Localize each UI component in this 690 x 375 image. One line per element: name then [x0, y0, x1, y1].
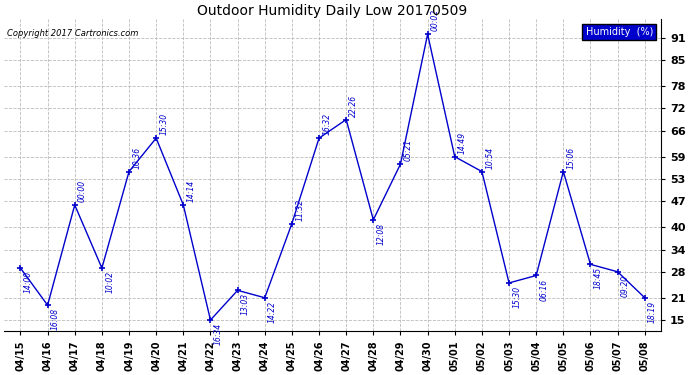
- Text: 18:45: 18:45: [593, 267, 603, 290]
- Text: 14:22: 14:22: [268, 301, 277, 323]
- Text: 18:19: 18:19: [648, 301, 657, 323]
- Text: 05:21: 05:21: [404, 139, 413, 161]
- Text: 22:26: 22:26: [349, 94, 358, 117]
- Title: Outdoor Humidity Daily Low 20170509: Outdoor Humidity Daily Low 20170509: [197, 4, 468, 18]
- Text: 00:02: 00:02: [431, 9, 440, 31]
- Text: 14:49: 14:49: [458, 132, 467, 154]
- Text: 06:16: 06:16: [540, 279, 549, 301]
- Text: Copyright 2017 Cartronics.com: Copyright 2017 Cartronics.com: [7, 28, 138, 38]
- Text: 00:00: 00:00: [78, 180, 87, 202]
- Legend: Humidity  (%): Humidity (%): [582, 24, 656, 40]
- Text: 15:06: 15:06: [566, 147, 575, 169]
- Text: 14:00: 14:00: [23, 271, 32, 293]
- Text: 15:30: 15:30: [159, 113, 168, 135]
- Text: 15:30: 15:30: [512, 286, 522, 308]
- Text: 09:20: 09:20: [621, 275, 630, 297]
- Text: 16:32: 16:32: [322, 113, 331, 135]
- Text: 13:03: 13:03: [241, 293, 250, 315]
- Text: 11:32: 11:32: [295, 198, 304, 220]
- Text: 14:14: 14:14: [186, 180, 195, 202]
- Text: 10:36: 10:36: [132, 147, 141, 169]
- Text: 16:08: 16:08: [51, 308, 60, 330]
- Text: 10:02: 10:02: [105, 271, 114, 293]
- Text: 12:08: 12:08: [377, 223, 386, 245]
- Text: 16:34: 16:34: [214, 323, 223, 345]
- Text: 10:54: 10:54: [485, 147, 494, 169]
